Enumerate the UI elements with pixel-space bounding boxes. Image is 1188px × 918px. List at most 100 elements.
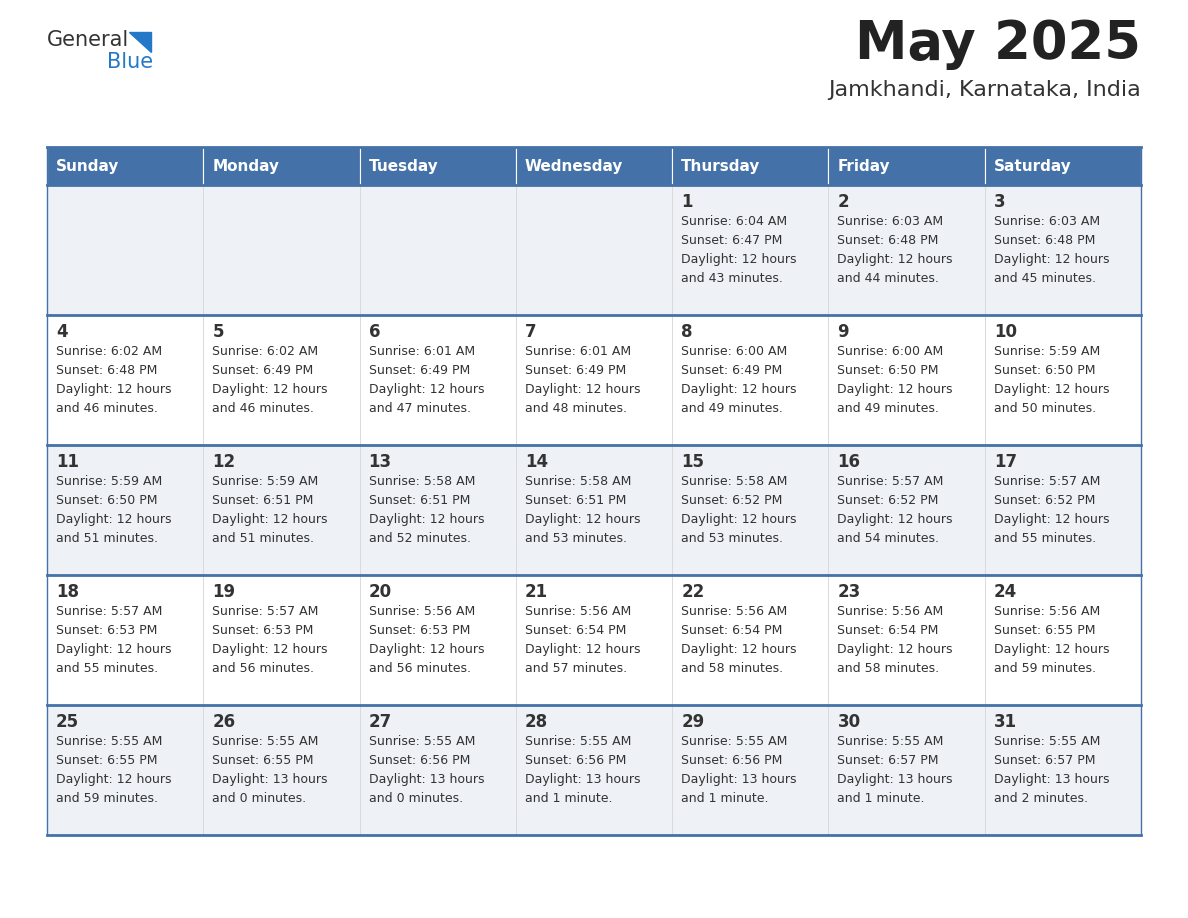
Bar [516,147,672,185]
Text: Sunset: 6:49 PM: Sunset: 6:49 PM [525,364,626,377]
Text: Daylight: 12 hours: Daylight: 12 hours [368,513,484,526]
Text: Daylight: 12 hours: Daylight: 12 hours [525,643,640,656]
Bar [516,315,672,445]
Polygon shape [129,32,151,52]
Bar [672,705,828,835]
Text: Sunset: 6:50 PM: Sunset: 6:50 PM [838,364,939,377]
Bar [828,445,985,575]
Text: and 48 minutes.: and 48 minutes. [525,402,627,415]
Bar [203,445,360,575]
Text: Sunrise: 5:58 AM: Sunrise: 5:58 AM [681,475,788,488]
Text: Tuesday: Tuesday [368,159,438,174]
Text: Daylight: 13 hours: Daylight: 13 hours [993,773,1110,786]
Text: 12: 12 [213,453,235,471]
Text: Sunrise: 5:56 AM: Sunrise: 5:56 AM [838,605,943,618]
Text: and 43 minutes.: and 43 minutes. [681,272,783,285]
Text: Sunrise: 5:57 AM: Sunrise: 5:57 AM [838,475,943,488]
Text: and 46 minutes.: and 46 minutes. [56,402,158,415]
Text: Thursday: Thursday [681,159,760,174]
Text: 5: 5 [213,323,223,341]
Text: Daylight: 12 hours: Daylight: 12 hours [838,383,953,396]
Text: 13: 13 [368,453,392,471]
Text: Sunrise: 5:55 AM: Sunrise: 5:55 AM [993,735,1100,748]
Bar [360,185,516,315]
Bar [672,147,828,185]
Text: May 2025: May 2025 [855,18,1140,70]
Text: and 44 minutes.: and 44 minutes. [838,272,940,285]
Text: Daylight: 12 hours: Daylight: 12 hours [368,383,484,396]
Text: Sunset: 6:54 PM: Sunset: 6:54 PM [681,624,783,637]
Text: 11: 11 [56,453,78,471]
Text: Sunrise: 5:57 AM: Sunrise: 5:57 AM [993,475,1100,488]
Text: Sunset: 6:49 PM: Sunset: 6:49 PM [213,364,314,377]
Bar [985,445,1140,575]
Text: 31: 31 [993,713,1017,731]
Text: and 57 minutes.: and 57 minutes. [525,662,627,675]
Text: 22: 22 [681,583,704,601]
Text: Daylight: 13 hours: Daylight: 13 hours [213,773,328,786]
Text: 27: 27 [368,713,392,731]
Text: Sunset: 6:56 PM: Sunset: 6:56 PM [681,754,783,767]
Bar [203,185,360,315]
Text: Friday: Friday [838,159,890,174]
Text: Daylight: 12 hours: Daylight: 12 hours [56,643,171,656]
Text: 23: 23 [838,583,860,601]
Bar [203,705,360,835]
Bar [516,185,672,315]
Text: and 51 minutes.: and 51 minutes. [213,532,315,545]
Text: 29: 29 [681,713,704,731]
Text: Daylight: 12 hours: Daylight: 12 hours [838,253,953,266]
Bar [516,575,672,705]
Text: and 53 minutes.: and 53 minutes. [525,532,627,545]
Bar [203,315,360,445]
Text: 8: 8 [681,323,693,341]
Text: Sunset: 6:53 PM: Sunset: 6:53 PM [368,624,470,637]
Text: and 59 minutes.: and 59 minutes. [56,792,158,805]
Text: 7: 7 [525,323,537,341]
Text: and 52 minutes.: and 52 minutes. [368,532,470,545]
Bar [360,315,516,445]
Bar [828,185,985,315]
Text: Sunrise: 6:00 AM: Sunrise: 6:00 AM [681,345,788,358]
Bar [48,445,203,575]
Text: Sunset: 6:50 PM: Sunset: 6:50 PM [56,494,158,507]
Text: Sunset: 6:57 PM: Sunset: 6:57 PM [838,754,939,767]
Bar [48,147,203,185]
Bar [985,315,1140,445]
Text: Daylight: 12 hours: Daylight: 12 hours [213,383,328,396]
Text: Sunset: 6:55 PM: Sunset: 6:55 PM [56,754,158,767]
Bar [828,575,985,705]
Text: Sunset: 6:51 PM: Sunset: 6:51 PM [525,494,626,507]
Bar [672,575,828,705]
Text: and 49 minutes.: and 49 minutes. [681,402,783,415]
Text: and 55 minutes.: and 55 minutes. [993,532,1095,545]
Text: Sunrise: 5:58 AM: Sunrise: 5:58 AM [368,475,475,488]
Text: Sunrise: 5:59 AM: Sunrise: 5:59 AM [56,475,163,488]
Text: Sunset: 6:53 PM: Sunset: 6:53 PM [56,624,157,637]
Text: Daylight: 12 hours: Daylight: 12 hours [838,513,953,526]
Text: Daylight: 12 hours: Daylight: 12 hours [993,253,1110,266]
Text: 17: 17 [993,453,1017,471]
Text: Sunrise: 5:58 AM: Sunrise: 5:58 AM [525,475,631,488]
Text: and 59 minutes.: and 59 minutes. [993,662,1095,675]
Text: 16: 16 [838,453,860,471]
Text: Sunset: 6:48 PM: Sunset: 6:48 PM [993,234,1095,247]
Text: 21: 21 [525,583,548,601]
Text: 30: 30 [838,713,860,731]
Text: Sunrise: 5:59 AM: Sunrise: 5:59 AM [993,345,1100,358]
Text: Sunset: 6:54 PM: Sunset: 6:54 PM [525,624,626,637]
Text: Sunday: Sunday [56,159,119,174]
Text: Sunrise: 5:56 AM: Sunrise: 5:56 AM [681,605,788,618]
Bar [516,705,672,835]
Text: 24: 24 [993,583,1017,601]
Text: Daylight: 13 hours: Daylight: 13 hours [681,773,797,786]
Text: Daylight: 12 hours: Daylight: 12 hours [993,513,1110,526]
Text: 3: 3 [993,193,1005,211]
Text: Sunset: 6:56 PM: Sunset: 6:56 PM [368,754,470,767]
Text: Sunset: 6:47 PM: Sunset: 6:47 PM [681,234,783,247]
Text: 10: 10 [993,323,1017,341]
Text: and 51 minutes.: and 51 minutes. [56,532,158,545]
Text: Sunset: 6:52 PM: Sunset: 6:52 PM [681,494,783,507]
Text: Sunset: 6:52 PM: Sunset: 6:52 PM [838,494,939,507]
Text: Daylight: 12 hours: Daylight: 12 hours [213,513,328,526]
